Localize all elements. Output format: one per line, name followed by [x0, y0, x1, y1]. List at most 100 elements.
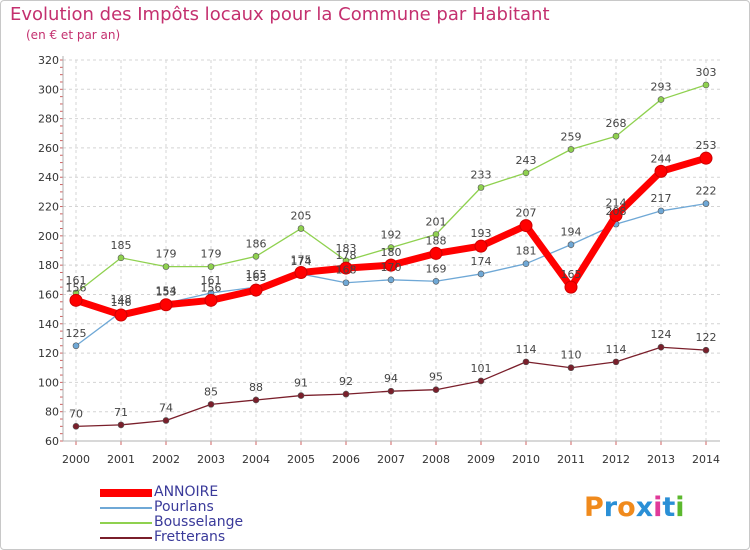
- logo-letter: i: [675, 492, 685, 523]
- chart-subtitle: (en € et par an): [26, 28, 121, 42]
- data-label-fretterans: 85: [204, 385, 218, 398]
- data-label-pourlans: 169: [426, 262, 447, 275]
- data-label-annoire: 156: [201, 281, 222, 294]
- y-tick-label: 180: [38, 259, 59, 272]
- data-point-fretterans: [342, 390, 350, 398]
- data-label-pourlans: 125: [66, 327, 87, 340]
- data-point-bousselange: [117, 254, 125, 262]
- data-label-annoire: 165: [561, 268, 582, 281]
- x-tick-label: 2008: [422, 453, 450, 466]
- logo-letter: i: [653, 492, 663, 523]
- data-label-fretterans: 114: [606, 343, 627, 356]
- data-label-bousselange: 185: [111, 239, 132, 252]
- data-point-pourlans: [702, 200, 710, 207]
- data-label-pourlans: 154: [156, 284, 177, 297]
- data-label-annoire: 214: [606, 196, 627, 209]
- data-point-bousselange: [162, 263, 170, 270]
- data-point-fretterans: [657, 343, 665, 351]
- data-label-bousselange: 161: [66, 274, 87, 287]
- data-point-annoire: [429, 246, 443, 260]
- data-point-fretterans: [297, 392, 305, 399]
- logo-letter: t: [662, 492, 676, 523]
- data-label-pourlans: 174: [471, 255, 492, 268]
- data-point-annoire: [699, 151, 713, 165]
- data-label-fretterans: 70: [69, 407, 83, 420]
- x-tick-label: 2001: [107, 453, 135, 466]
- data-label-fretterans: 94: [384, 372, 398, 385]
- data-point-fretterans: [117, 421, 125, 429]
- logo-letter: o: [617, 492, 636, 523]
- data-point-bousselange: [567, 146, 575, 153]
- x-tick-label: 2007: [377, 453, 405, 466]
- data-point-annoire: [564, 280, 578, 294]
- data-point-bousselange: [297, 225, 305, 232]
- legend-label: ANNOIRE: [154, 484, 219, 500]
- data-label-pourlans: 161: [201, 274, 222, 287]
- data-point-fretterans: [387, 387, 395, 395]
- data-label-fretterans: 88: [249, 381, 263, 394]
- y-tick-label: 280: [38, 113, 59, 126]
- data-point-pourlans: [387, 276, 395, 284]
- data-point-pourlans: [72, 342, 80, 350]
- data-label-bousselange: 233: [471, 168, 492, 181]
- data-point-bousselange: [612, 132, 620, 140]
- data-point-fretterans: [162, 417, 170, 424]
- y-tick-label: 100: [38, 376, 59, 389]
- data-label-bousselange: 268: [606, 117, 627, 130]
- data-label-bousselange: 179: [156, 248, 177, 261]
- data-label-fretterans: 91: [294, 377, 308, 390]
- data-label-bousselange: 192: [381, 229, 402, 242]
- data-point-pourlans: [342, 279, 350, 287]
- data-label-pourlans: 165: [246, 268, 267, 281]
- data-point-pourlans: [477, 270, 485, 278]
- y-tick-label: 320: [38, 54, 59, 67]
- x-tick-label: 2000: [62, 453, 90, 466]
- data-label-fretterans: 92: [339, 375, 353, 388]
- legend-label: Pourlans: [154, 499, 214, 515]
- x-tick-label: 2005: [287, 453, 315, 466]
- y-tick-label: 220: [38, 201, 59, 214]
- data-label-fretterans: 74: [159, 401, 173, 414]
- logo-letter: x: [635, 492, 654, 523]
- data-label-fretterans: 71: [114, 406, 128, 419]
- data-point-fretterans: [432, 386, 440, 394]
- x-tick-label: 2010: [512, 453, 540, 466]
- data-label-pourlans: 222: [696, 185, 717, 198]
- data-label-annoire: 244: [651, 152, 672, 165]
- data-label-annoire: 153: [156, 286, 177, 299]
- data-label-pourlans: 148: [111, 293, 132, 306]
- data-point-fretterans: [72, 423, 80, 430]
- data-point-bousselange: [522, 169, 530, 177]
- data-label-fretterans: 110: [561, 349, 582, 362]
- data-point-fretterans: [252, 396, 260, 404]
- data-label-bousselange: 205: [291, 210, 312, 223]
- data-label-bousselange: 186: [246, 237, 267, 250]
- data-point-annoire: [114, 308, 128, 322]
- data-point-annoire: [69, 293, 83, 307]
- legend-swatch: [100, 522, 152, 524]
- legend-swatch: [100, 537, 152, 539]
- data-point-annoire: [159, 298, 173, 312]
- data-label-fretterans: 101: [471, 362, 492, 375]
- data-label-annoire: 180: [381, 246, 402, 259]
- data-label-annoire: 207: [516, 207, 537, 220]
- data-label-annoire: 175: [291, 253, 312, 266]
- data-label-annoire: 188: [426, 234, 447, 247]
- y-tick-label: 300: [38, 83, 59, 96]
- y-tick-label: 240: [38, 171, 59, 184]
- data-point-fretterans: [702, 346, 710, 354]
- x-tick-label: 2009: [467, 453, 495, 466]
- data-label-annoire: 193: [471, 227, 492, 240]
- data-label-fretterans: 95: [429, 371, 443, 384]
- x-tick-label: 2006: [332, 453, 360, 466]
- x-tick-label: 2011: [557, 453, 585, 466]
- chart-title: Evolution des Impôts locaux pour la Comm…: [10, 4, 550, 25]
- data-label-pourlans: 208: [606, 205, 627, 218]
- legend-label: Bousselange: [154, 514, 244, 530]
- data-label-fretterans: 124: [651, 328, 672, 341]
- data-point-annoire: [249, 283, 263, 297]
- x-tick-label: 2004: [242, 453, 270, 466]
- data-label-annoire: 253: [696, 139, 717, 152]
- data-point-pourlans: [567, 241, 575, 248]
